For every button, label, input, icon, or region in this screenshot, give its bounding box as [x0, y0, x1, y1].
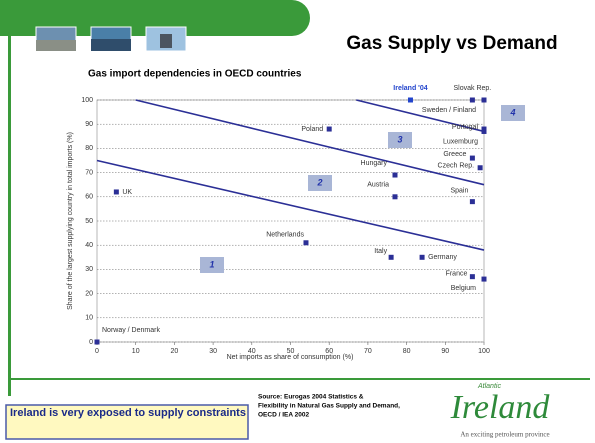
point-label: Ireland '04 [393, 85, 427, 92]
callout: Ireland is very exposed to supply constr… [10, 406, 246, 420]
photo-detail [91, 39, 131, 51]
y-axis-label: Share of the largest supplying country i… [67, 132, 74, 310]
point [478, 165, 483, 170]
chart-title: Gas import dependencies in OECD countrie… [88, 69, 302, 80]
point [389, 255, 394, 260]
y-tick-label: 30 [85, 266, 93, 273]
point-label: Greece [443, 151, 466, 158]
point-label: Poland [301, 126, 323, 133]
point-label: Austria [367, 182, 389, 189]
plot: 0 10 20 30 40 50 60 70 80 90 100 0 10 20 30 40 50 60 70 80 9… [81, 85, 525, 355]
slide: Gas Supply vs Demand Gas import dependen… [0, 0, 595, 443]
point-label: Hungary [361, 160, 388, 167]
source-line: Source: Eurogas 2004 Statistics & [258, 394, 364, 401]
region-label: 1 [209, 259, 214, 269]
x-tick-label: 10 [132, 348, 140, 355]
point [327, 127, 332, 132]
point [470, 199, 475, 204]
y-tick-label: 10 [85, 315, 93, 322]
point-label: Germany [428, 254, 457, 261]
photo-detail [36, 40, 76, 51]
y-tick-label: 70 [85, 169, 93, 176]
point [420, 255, 425, 260]
point [114, 189, 119, 194]
x-tick-label: 20 [171, 348, 179, 355]
point-label: Sweden / Finland [422, 107, 476, 114]
point [482, 129, 487, 134]
point-label: Luxemburg [443, 138, 478, 145]
x-tick-label: 70 [364, 348, 372, 355]
x-tick-label: 100 [478, 348, 490, 355]
x-tick-label: 0 [95, 348, 99, 355]
x-tick-label: 80 [403, 348, 411, 355]
point-label: Portugal [452, 124, 479, 131]
region-label: 2 [316, 177, 322, 187]
point [482, 277, 487, 282]
logo-name: Ireland [450, 389, 551, 426]
left-rule [8, 36, 11, 396]
y-tick-label: 0 [89, 339, 93, 346]
region-label: 4 [509, 107, 515, 117]
y-tick-label: 20 [85, 290, 93, 297]
bottom-rule [8, 378, 590, 380]
x-tick-label: 90 [441, 348, 449, 355]
source-line: Flexibility in Natural Gas Supply and De… [258, 403, 400, 410]
logo-tagline: An exciting petroleum province [460, 431, 549, 439]
point [392, 194, 397, 199]
y-tick-label: 100 [81, 97, 93, 104]
x-axis-label: Net imports as share of consumption (%) [227, 354, 354, 361]
point-label: UK [122, 189, 132, 196]
slide-title: Gas Supply vs Demand [346, 33, 557, 54]
point-label: Czech Rep. [438, 163, 475, 170]
point-label: Netherlands [266, 232, 304, 239]
point-label: Slovak Rep. [454, 85, 492, 92]
y-tick-label: 40 [85, 242, 93, 249]
point [470, 274, 475, 279]
point [470, 98, 475, 103]
point [392, 173, 397, 178]
region-label: 3 [397, 134, 402, 144]
point-label: Spain [450, 187, 468, 194]
point-label: Belgium [451, 285, 476, 292]
callout-wrap: Ireland is very exposed to supply constr… [10, 406, 246, 438]
x-tick-label: 50 [287, 348, 295, 355]
point-label: France [446, 271, 468, 278]
point [303, 240, 308, 245]
y-tick-label: 80 [85, 145, 93, 152]
point [470, 156, 475, 161]
y-tick-label: 60 [85, 194, 93, 201]
x-tick-label: 40 [248, 348, 256, 355]
point [95, 340, 100, 345]
x-tick-label: 30 [209, 348, 217, 355]
point-label: Italy [374, 248, 387, 255]
point-label: Norway / Denmark [102, 327, 160, 334]
y-tick-label: 50 [85, 218, 93, 225]
point [482, 98, 487, 103]
source-line: OECD / IEA 2002 [258, 412, 309, 419]
y-tick-label: 90 [85, 121, 93, 128]
page: {"title": "Gas Supply vs Demand", "chart… [0, 0, 595, 443]
point [408, 98, 413, 103]
photo-detail [160, 34, 172, 48]
x-tick-label: 60 [325, 348, 333, 355]
